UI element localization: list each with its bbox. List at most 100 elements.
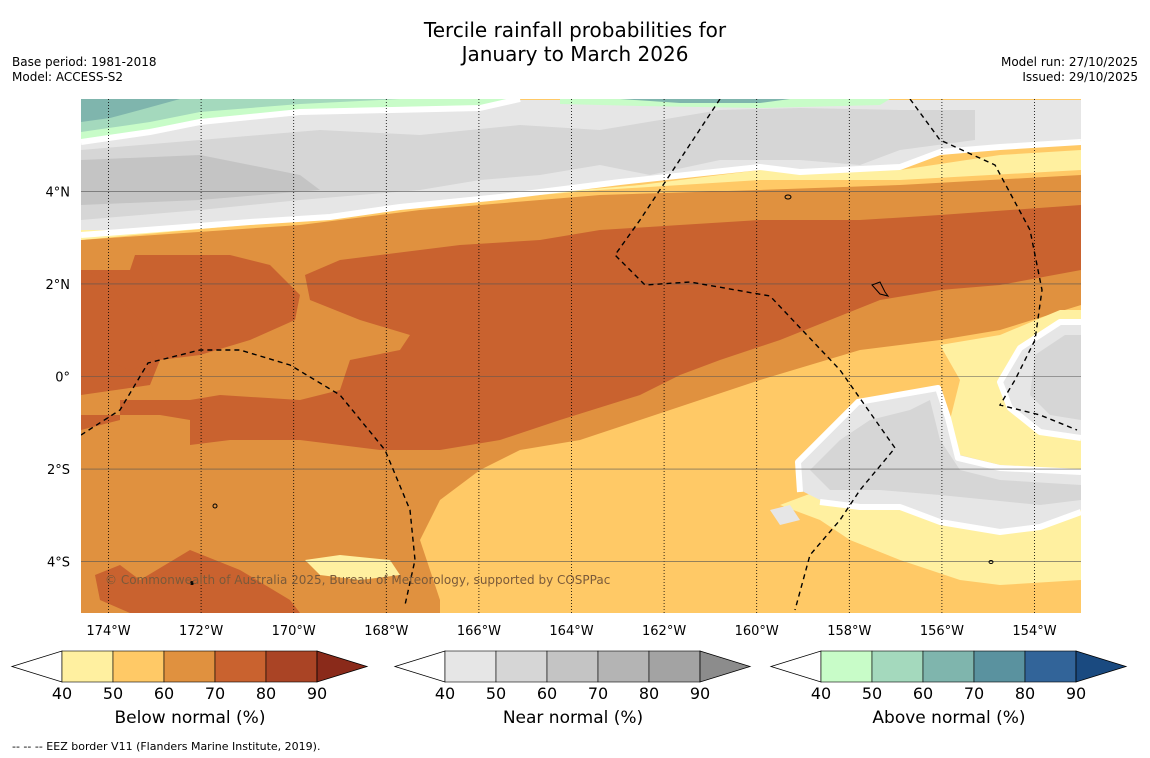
island-3 (212, 503, 218, 509)
region-below-70-sw (95, 550, 300, 613)
colorbar-tick-label: 70 (205, 684, 225, 703)
colorbar-tick-label: 50 (486, 684, 506, 703)
latitude-label: 2°S (47, 463, 70, 478)
colorbar-tick-label: 40 (811, 684, 831, 703)
island-2 (871, 281, 890, 297)
longitude-label: 160°W (735, 624, 779, 639)
latitude-label: 2°N (46, 278, 71, 293)
colorbar-low-extend (393, 650, 446, 683)
region-below-40-sw (305, 555, 400, 580)
colorbar-segment (61, 650, 114, 683)
colorbar-high-extend (1075, 650, 1128, 683)
colorbar-tick-label: 60 (913, 684, 933, 703)
map-figure: © Commonwealth of Australia 2025, Bureau… (10, 99, 1128, 703)
eez-border-east (909, 99, 1078, 431)
colorbar-segment (597, 650, 650, 683)
region-below-70-west (81, 270, 160, 370)
longitude-label: 174°W (86, 624, 130, 639)
gridlines (81, 99, 1081, 613)
colorbar-low-extend (10, 650, 63, 683)
colorbar-near-title: Near normal (%) (502, 708, 644, 728)
region-near-50-east (1030, 335, 1081, 420)
colorbar-tick-label: 80 (1015, 684, 1035, 703)
colorbar-tick-label: 90 (690, 684, 710, 703)
footnote: -- -- -- EEZ border V11 (Flanders Marine… (12, 740, 321, 753)
contour-north (81, 139, 1081, 238)
colorbar-segment (922, 650, 975, 683)
contour-lines (81, 99, 1081, 535)
longitude-label: 162°W (642, 624, 686, 639)
probability-field (81, 99, 1081, 613)
colorbar-tick-label: 50 (862, 684, 882, 703)
latitude-label: 4°S (47, 556, 70, 571)
colorbar-0: 40 50 60 70 80 90 (10, 650, 369, 703)
colorbar-segment (265, 650, 318, 683)
contour-east-low (819, 499, 1081, 535)
colorbar-tick-label: 70 (964, 684, 984, 703)
region-above-40-n (560, 99, 890, 108)
colorbar-above-title: Above normal (%) (872, 708, 1026, 728)
eez-border-west (81, 349, 416, 606)
contour-southeast (795, 385, 1081, 493)
longitude-label: 168°W (364, 624, 408, 639)
region-near-60-north (81, 155, 320, 205)
colorbar-segment (871, 650, 924, 683)
colorbar-tick-label: 40 (52, 684, 72, 703)
meta-left: Base period: 1981-2018 Model: ACCESS-S2 (12, 55, 157, 85)
colorbar-1: 40 50 60 70 80 90 (393, 650, 752, 703)
latitude-label: 0° (55, 371, 70, 386)
copyright-notice: © Commonwealth of Australia 2025, Bureau… (105, 573, 610, 587)
map-title: Tercile rainfall probabilities for Janua… (0, 18, 1150, 66)
colorbar-segment (214, 650, 267, 683)
eez-borders (81, 99, 1078, 611)
colorbar-segment (444, 650, 497, 683)
colorbar-tick-label: 90 (1066, 684, 1086, 703)
colorbar-below-title: Below normal (%) (114, 708, 266, 728)
longitude-labels: 174°W 172°W 170°W 168°W 166°W 164°W 162°W 160°W… (86, 624, 1056, 639)
title-line-1: Tercile rainfall probabilities for (423, 18, 727, 42)
colorbar-high-extend (699, 650, 752, 683)
region-above-60-nw (81, 99, 180, 122)
colorbar-segment (112, 650, 165, 683)
colorbar-tick-label: 60 (537, 684, 557, 703)
colorbar-segment (1024, 650, 1077, 683)
region-near-40-sw (770, 505, 800, 525)
colorbar-tick-label: 80 (639, 684, 659, 703)
region-near-50-se (810, 400, 1081, 505)
colorbar-tick-label: 90 (307, 684, 327, 703)
eez-border-center (614, 99, 896, 611)
meta-right: Model run: 27/10/2025 Issued: 29/10/2025 (1001, 55, 1138, 85)
colorbar-segment (973, 650, 1026, 683)
region-above-60-n (620, 99, 790, 103)
colorbar-segment (495, 650, 548, 683)
longitude-label: 158°W (827, 624, 871, 639)
colorbar-segment (546, 650, 599, 683)
latitude-labels: 4°N 2°N 0° 2°S 4°S (46, 185, 71, 570)
island-1 (784, 194, 792, 200)
colorbar-2: 40 50 60 70 80 90 (769, 650, 1128, 703)
contour-east (997, 319, 1081, 441)
colorbars: 40 50 60 70 80 90 40 50 60 70 80 90 40 50 60 70 80 90 (10, 650, 1128, 703)
contour-northwest (81, 99, 521, 145)
colorbar-tick-label: 40 (435, 684, 455, 703)
longitude-label: 164°W (549, 624, 593, 639)
longitude-label: 156°W (920, 624, 964, 639)
longitude-label: 172°W (179, 624, 223, 639)
colorbar-tick-label: 70 (588, 684, 608, 703)
title-line-2: January to March 2026 (461, 42, 689, 66)
colorbar-segment (163, 650, 216, 683)
longitude-label: 170°W (272, 624, 316, 639)
colorbar-low-extend (769, 650, 822, 683)
islands (190, 194, 994, 585)
region-above-50-nw (81, 99, 400, 132)
colorbar-tick-label: 80 (256, 684, 276, 703)
region-below-70 (81, 205, 1081, 450)
model-name: Model: ACCESS-S2 (12, 70, 124, 84)
longitude-label: 154°W (1012, 624, 1056, 639)
island-4 (988, 560, 994, 564)
island-5 (190, 581, 194, 585)
issued-date: Issued: 29/10/2025 (1022, 70, 1138, 84)
colorbar-tick-label: 50 (103, 684, 123, 703)
base-period: Base period: 1981-2018 (12, 55, 157, 69)
longitude-label: 166°W (457, 624, 501, 639)
